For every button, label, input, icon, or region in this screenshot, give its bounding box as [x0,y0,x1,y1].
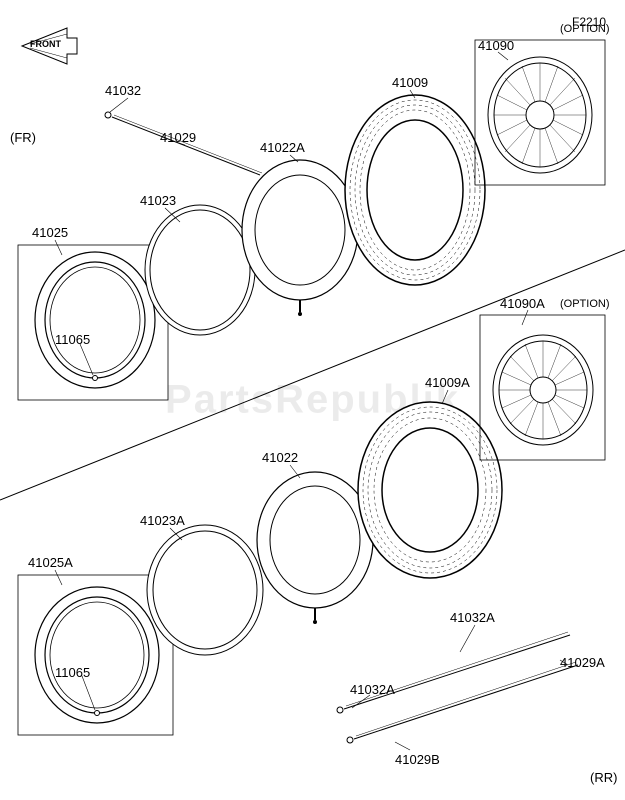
label-41032A-2: 41032A [350,682,395,697]
label-11065-b: 11065 [55,665,90,680]
label-41025A: 41025A [28,555,73,570]
option-label-1: (OPTION) [560,23,610,35]
label-41023: 41023 [140,193,176,208]
diagram-svg [0,0,625,800]
label-41029: 41029 [160,130,196,145]
label-41029B: 41029B [395,752,440,767]
label-41090A: 41090A [500,296,545,311]
label-41009A: 41009A [425,375,470,390]
label-41032: 41032 [105,83,141,98]
label-41009: 41009 [392,75,428,90]
front-arrow-text: FRONT [30,39,61,49]
label-41025: 41025 [32,225,68,240]
label-41022: 41022 [262,450,298,465]
fr-label: (FR) [10,130,36,145]
label-41023A: 41023A [140,513,185,528]
front-tire [345,95,485,285]
label-41022A: 41022A [260,140,305,155]
label-41090: 41090 [478,38,514,53]
rr-label: (RR) [590,770,617,785]
option-label-2: (OPTION) [560,298,610,310]
label-11065-a: 11065 [55,332,90,347]
label-41029A: 41029A [560,655,605,670]
label-41032A-1: 41032A [450,610,495,625]
